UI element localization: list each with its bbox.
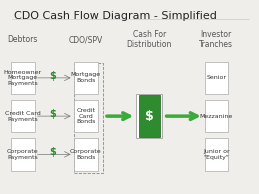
FancyBboxPatch shape <box>136 94 162 138</box>
Text: CDO Cash Flow Diagram - Simplified: CDO Cash Flow Diagram - Simplified <box>14 11 217 21</box>
Text: Homeowner
Mortgage
Payments: Homeowner Mortgage Payments <box>4 70 42 86</box>
FancyBboxPatch shape <box>74 62 98 94</box>
Text: Junior or
"Equity": Junior or "Equity" <box>203 149 230 160</box>
FancyBboxPatch shape <box>74 138 98 171</box>
Text: Mezzanine: Mezzanine <box>200 114 233 119</box>
Text: Credit
Card
Bonds: Credit Card Bonds <box>76 108 95 124</box>
Text: Investor
Tranches: Investor Tranches <box>199 30 233 49</box>
Text: Senior: Senior <box>206 75 226 80</box>
Text: $: $ <box>49 147 56 158</box>
Text: Debtors: Debtors <box>8 35 38 44</box>
Text: Mortgage
Bonds: Mortgage Bonds <box>71 73 101 83</box>
FancyBboxPatch shape <box>205 138 228 171</box>
Text: Corporate
Bonds: Corporate Bonds <box>70 149 102 160</box>
Text: $: $ <box>145 110 154 123</box>
Text: Corporate
Payments: Corporate Payments <box>7 149 39 160</box>
FancyBboxPatch shape <box>11 62 35 94</box>
FancyBboxPatch shape <box>205 100 228 132</box>
Text: CDO/SPV: CDO/SPV <box>69 35 103 44</box>
Text: $: $ <box>49 109 56 119</box>
Text: Cash For
Distribution: Cash For Distribution <box>127 30 172 49</box>
FancyBboxPatch shape <box>205 62 228 94</box>
FancyBboxPatch shape <box>74 100 98 132</box>
Text: $: $ <box>49 71 56 81</box>
Text: Credit Card
Payments: Credit Card Payments <box>5 111 41 121</box>
FancyBboxPatch shape <box>11 138 35 171</box>
FancyBboxPatch shape <box>139 95 160 137</box>
FancyBboxPatch shape <box>11 100 35 132</box>
